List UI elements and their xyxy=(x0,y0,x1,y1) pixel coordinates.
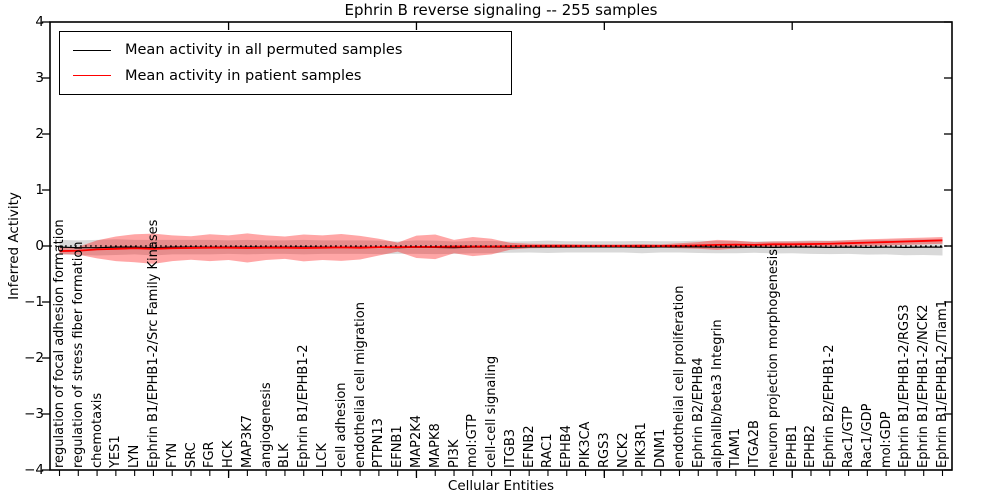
y-tick-label: −4 xyxy=(24,462,44,478)
legend-item-permuted: Mean activity in all permuted samples xyxy=(60,43,511,58)
y-tick-label: 2 xyxy=(35,126,44,142)
permuted-line-swatch xyxy=(73,49,111,51)
x-tick-label: ITGB3 xyxy=(502,428,518,468)
x-tick-label: EFNB1 xyxy=(390,425,406,468)
x-tick-label: angiogenesis xyxy=(258,382,274,468)
x-tick-label: Ephrin B1/EPHB1-2/Tiam1 xyxy=(935,299,950,468)
x-tick-label: chemotaxis xyxy=(89,392,105,468)
x-tick-label: EPHB4 xyxy=(559,424,575,468)
x-tick-label: EPHB1 xyxy=(784,424,800,468)
x-tick-label: EFNB2 xyxy=(521,425,537,468)
y-tick-label: −2 xyxy=(24,350,44,366)
y-tick-label: −3 xyxy=(24,406,44,422)
x-tick-label: PI3K xyxy=(446,439,462,468)
x-tick-label: neuron projection morphogenesis xyxy=(765,249,781,468)
x-tick-label: Rac1/GDP xyxy=(859,403,875,468)
x-tick-label: MAP3K7 xyxy=(239,414,255,468)
x-tick-label: endothelial cell migration xyxy=(352,302,368,468)
patient-std-band xyxy=(59,233,943,264)
x-tick-label: Ephrin B1/EPHB1-2/Src Family Kinases xyxy=(145,219,161,468)
x-tick-label: MAPK8 xyxy=(427,423,443,468)
x-tick-label: Ephrin B1/EPHB1-2/RGS3 xyxy=(897,304,913,468)
chart-title: Ephrin B reverse signaling -- 255 sample… xyxy=(344,1,658,19)
x-tick-label: SRC xyxy=(183,442,199,468)
x-tick-label: PIK3CA xyxy=(578,421,594,468)
x-tick-label: BLK xyxy=(277,443,293,468)
x-tick-label: FGR xyxy=(202,441,218,468)
x-tick-label: alphaIIb/beta3 Integrin xyxy=(709,319,725,468)
x-tick-label: Ephrin B2/EPHB1-2 xyxy=(822,344,838,468)
y-tick-label: 1 xyxy=(35,182,44,198)
legend-item-patient: Mean activity in patient samples xyxy=(60,67,511,84)
x-tick-label: LCK xyxy=(315,443,331,468)
legend-label-patient: Mean activity in patient samples xyxy=(125,67,362,84)
x-axis-label: Cellular Entities xyxy=(447,478,555,494)
x-tick-label: endothelial cell proliferation xyxy=(671,285,687,469)
x-tick-label: LYN xyxy=(127,444,143,468)
x-tick-label: PIK3R1 xyxy=(634,422,650,468)
y-tick-label: 4 xyxy=(35,14,44,30)
x-tick-label: PTPN13 xyxy=(371,418,387,468)
x-tick-label: cell adhesion xyxy=(333,382,349,468)
x-tick-label: Ephrin B1/EPHB1-2 xyxy=(296,344,312,468)
x-tick-label: cell-cell signaling xyxy=(484,355,500,468)
x-tick-label: RGS3 xyxy=(596,432,612,468)
x-tick-label: NCK2 xyxy=(615,432,631,468)
x-tick-label: MAP2K4 xyxy=(408,414,424,468)
x-tick-label: EPHB2 xyxy=(803,424,819,468)
x-tick-label: Ephrin B1/EPHB1-2/NCK2 xyxy=(916,304,932,468)
patient-line-swatch xyxy=(73,75,111,77)
x-tick-label: regulation of stress fiber formation xyxy=(70,241,86,468)
legend: Mean activity in all permuted samples Me… xyxy=(59,31,512,95)
x-tick-label: YES1 xyxy=(108,435,124,468)
x-tick-label: RAC1 xyxy=(540,433,556,468)
x-tick-label: Ephrin B2/EPHB4 xyxy=(690,357,706,468)
x-tick-label: FYN xyxy=(164,442,180,468)
legend-label-permuted: Mean activity in all permuted samples xyxy=(125,42,403,58)
x-tick-label: HCK xyxy=(221,440,237,468)
x-tick-label: mol:GTP xyxy=(465,414,481,468)
x-tick-label: ITGA2B xyxy=(747,420,763,468)
y-tick-label: −1 xyxy=(24,294,44,310)
x-tick-label: Rac1/GTP xyxy=(841,406,857,468)
y-tick-label: 3 xyxy=(35,70,44,86)
x-tick-label: mol:GDP xyxy=(878,411,894,468)
x-tick-label: TIAM1 xyxy=(728,427,744,468)
x-tick-label: regulation of focal adhesion formation xyxy=(52,219,67,468)
y-tick-label: 0 xyxy=(35,238,44,254)
x-tick-label: DNM1 xyxy=(653,428,669,468)
